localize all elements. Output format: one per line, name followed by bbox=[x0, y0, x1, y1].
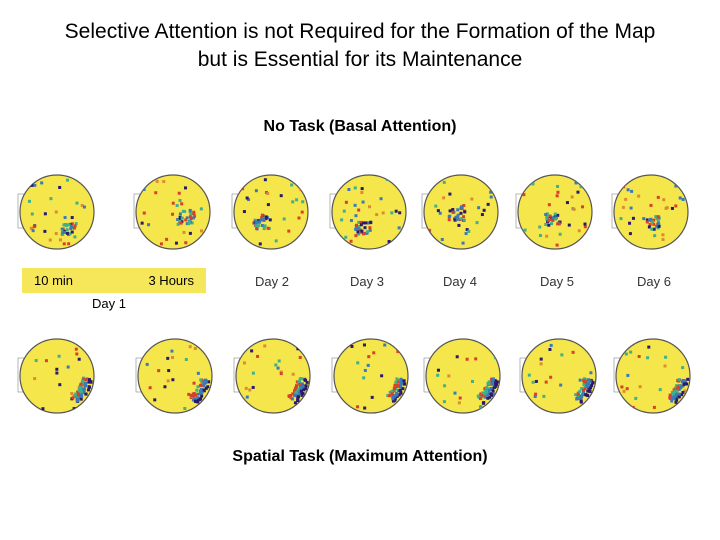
time-label-day5: Day 5 bbox=[540, 274, 574, 289]
place-field-map-no-task-3hours bbox=[132, 172, 214, 252]
place-field-map-no-task-day6 bbox=[610, 172, 692, 252]
place-field-map-no-task-10min bbox=[16, 172, 98, 252]
spatial-task-label: Spatial Task (Maximum Attention) bbox=[232, 448, 488, 465]
place-field-map-spatial-day3 bbox=[330, 336, 412, 416]
time-label-3hours: 3 Hours bbox=[96, 268, 206, 293]
place-field-map-no-task-day4 bbox=[420, 172, 502, 252]
place-field-map-spatial-day2 bbox=[232, 336, 314, 416]
place-field-map-spatial-3hours bbox=[134, 336, 216, 416]
no-task-label: No Task (Basal Attention) bbox=[263, 118, 457, 135]
time-label-10min: 10 min bbox=[22, 268, 108, 293]
time-label-day6: Day 6 bbox=[637, 274, 671, 289]
time-label-day1: Day 1 bbox=[92, 296, 126, 311]
time-label-day2: Day 2 bbox=[255, 274, 289, 289]
title-line-2: but is Essential for its Maintenance bbox=[197, 48, 523, 71]
slide-title: Selective Attention is not Required for … bbox=[0, 18, 720, 74]
place-field-map-no-task-day2 bbox=[230, 172, 312, 252]
time-label-day4: Day 4 bbox=[443, 274, 477, 289]
time-label-day3: Day 3 bbox=[350, 274, 384, 289]
place-field-map-no-task-day5 bbox=[514, 172, 596, 252]
place-field-map-spatial-day6 bbox=[612, 336, 694, 416]
place-field-map-spatial-day5 bbox=[518, 336, 600, 416]
place-field-map-spatial-10min bbox=[16, 336, 98, 416]
title-line-1: Selective Attention is not Required for … bbox=[64, 20, 656, 43]
place-field-map-spatial-day4 bbox=[422, 336, 504, 416]
place-field-map-no-task-day3 bbox=[328, 172, 410, 252]
